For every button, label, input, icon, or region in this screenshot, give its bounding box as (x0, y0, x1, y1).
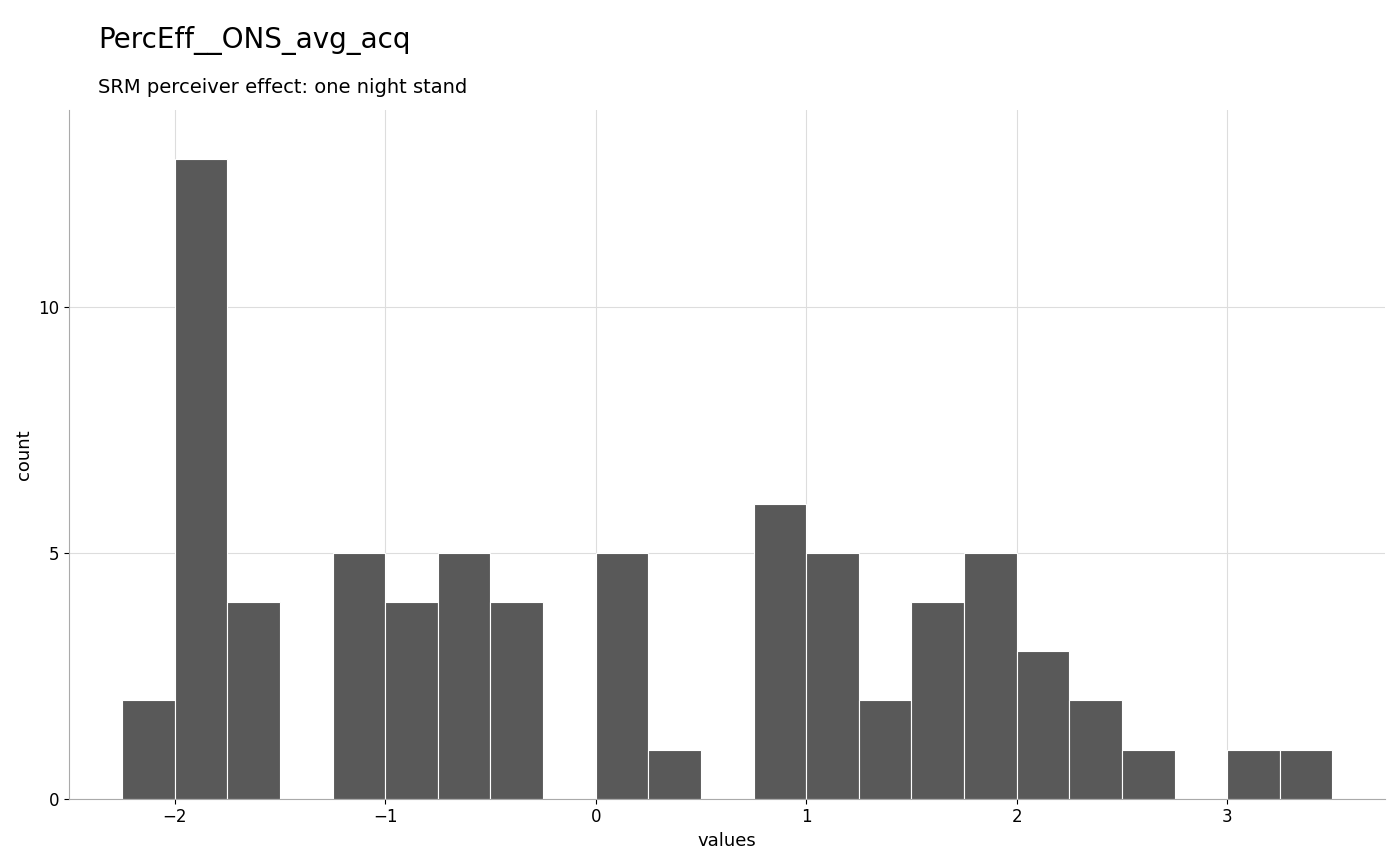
FancyBboxPatch shape (1280, 750, 1333, 798)
X-axis label: values: values (697, 832, 756, 850)
FancyBboxPatch shape (806, 553, 858, 798)
FancyBboxPatch shape (911, 602, 965, 798)
FancyBboxPatch shape (1121, 750, 1175, 798)
FancyBboxPatch shape (965, 553, 1016, 798)
FancyBboxPatch shape (490, 602, 543, 798)
FancyBboxPatch shape (753, 503, 806, 798)
FancyBboxPatch shape (1228, 750, 1280, 798)
Y-axis label: count: count (15, 429, 34, 480)
FancyBboxPatch shape (648, 750, 701, 798)
FancyBboxPatch shape (227, 602, 280, 798)
FancyBboxPatch shape (385, 602, 438, 798)
FancyBboxPatch shape (438, 553, 490, 798)
FancyBboxPatch shape (858, 701, 911, 798)
FancyBboxPatch shape (333, 553, 385, 798)
FancyBboxPatch shape (175, 159, 227, 798)
FancyBboxPatch shape (1070, 701, 1121, 798)
FancyBboxPatch shape (595, 553, 648, 798)
FancyBboxPatch shape (1016, 651, 1070, 798)
Text: SRM perceiver effect: one night stand: SRM perceiver effect: one night stand (98, 78, 468, 97)
FancyBboxPatch shape (122, 701, 175, 798)
Text: PercEff__ONS_avg_acq: PercEff__ONS_avg_acq (98, 26, 410, 55)
